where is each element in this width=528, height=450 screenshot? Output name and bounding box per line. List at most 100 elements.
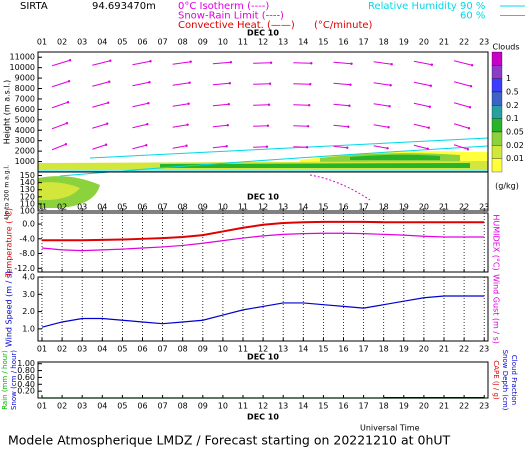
wind-arrow-head	[427, 126, 430, 129]
wind-arrow-head	[309, 83, 312, 86]
x-tick-label: 14	[298, 402, 308, 411]
x-tick-label: 01	[37, 345, 47, 354]
x-tick-label: 21	[439, 345, 449, 354]
date-label: DEC 10	[247, 353, 279, 362]
colorbar-swatch	[491, 78, 503, 93]
x-tick-label: 17	[359, 345, 369, 354]
wind-arrow	[453, 102, 471, 108]
wind-arrow-head	[426, 147, 429, 150]
wind-arrow	[293, 83, 311, 85]
wind-arrow-head	[468, 106, 472, 109]
x-tick-label: 18	[379, 203, 389, 212]
wind-arrow	[132, 123, 148, 129]
y2-tick-label: 150	[20, 171, 35, 180]
wind-arrow	[172, 145, 187, 149]
wind-arrow	[373, 103, 390, 107]
wind-arrow-head	[225, 145, 228, 148]
x-tick-label: 08	[178, 203, 188, 212]
wind-arrow-head	[386, 147, 389, 150]
wind-arrow	[453, 123, 470, 129]
wind-arrow-head	[466, 148, 470, 151]
wind-arrow	[413, 123, 429, 129]
series-line	[41, 295, 485, 328]
wind-arrow	[132, 102, 149, 108]
y-tick-label: 4000	[15, 126, 35, 135]
x-tick-label: 22	[459, 345, 469, 354]
x-tick-label: 16	[338, 402, 348, 411]
x-tick-label: 10	[218, 38, 228, 47]
y-tick-label: 10000	[10, 63, 35, 72]
y2-axis-label: Cloud Fraction	[510, 355, 518, 405]
wind-arrow-head	[349, 83, 352, 86]
wind-arrow-head	[470, 64, 474, 67]
wind-arrow	[51, 80, 70, 88]
wind-arrow	[253, 146, 267, 148]
y-tick-label: 7000	[15, 94, 35, 103]
x-tick-label: 01	[37, 402, 47, 411]
wind-arrow	[51, 122, 68, 130]
cloud-area	[160, 163, 470, 168]
y-tick-label: 11000	[10, 53, 35, 62]
wind-arrow-head	[146, 123, 149, 126]
colorbar-swatch	[491, 158, 503, 173]
x-tick-label: 20	[419, 203, 429, 212]
wind-arrow-head	[185, 144, 188, 147]
x-tick-label: 16	[338, 203, 348, 212]
y2-tick-label: 140	[20, 178, 35, 187]
x-tick-label: 01	[37, 203, 47, 212]
wind-arrow	[253, 125, 268, 127]
wind-arrow-head	[186, 123, 189, 126]
plot-frame	[37, 276, 489, 342]
x-tick-label: 03	[77, 345, 87, 354]
wind-arrow-head	[68, 59, 72, 62]
legend-unit: (°C/minute)	[314, 20, 373, 31]
y2-tick-label: 110	[20, 199, 35, 208]
wind-arrow-head	[226, 124, 229, 127]
x-tick-label: 01	[37, 38, 47, 47]
wind-arrow	[453, 60, 473, 66]
altitude: 94.693470m	[92, 1, 156, 12]
x-tick-label: 14	[298, 38, 308, 47]
y-tick-label: -4.0	[19, 234, 35, 243]
x-tick-label: 22	[459, 203, 469, 212]
colorbar-swatch	[491, 131, 503, 146]
wind-arrow	[92, 81, 110, 87]
x-tick-label: 19	[399, 38, 409, 47]
x-tick-label: 07	[158, 345, 168, 354]
x-tick-label: 03	[77, 38, 87, 47]
x-tick-label: 17	[359, 38, 369, 47]
y-tick-label: 9000	[15, 74, 35, 83]
y-tick-label: -12.0	[14, 264, 35, 273]
wind-arrow-head	[187, 102, 190, 105]
wind-arrow	[132, 144, 147, 150]
wind-arrow	[373, 61, 392, 65]
y-tick-label: 1.0	[22, 324, 35, 333]
x-tick-label: 20	[419, 38, 429, 47]
wind-arrow-head	[109, 59, 112, 62]
wind-arrow-head	[105, 122, 109, 125]
x-tick-label: 09	[198, 402, 208, 411]
x-tick-label: 12	[258, 203, 268, 212]
x-tick-label: 20	[419, 402, 429, 411]
y-tick-label: 8000	[15, 84, 35, 93]
x-tick-label: 10	[218, 203, 228, 212]
x-tick-label: 11	[238, 203, 248, 212]
x-tick-label: 22	[459, 38, 469, 47]
x-tick-label: 02	[57, 203, 67, 212]
wind-arrow	[92, 60, 111, 66]
x-tick-label: 15	[318, 345, 328, 354]
wind-arrow-head	[104, 143, 108, 146]
wind-arrow-head	[65, 122, 69, 125]
wind-arrow-head	[229, 61, 233, 64]
wind-arrow-head	[265, 145, 269, 148]
wind-arrow	[92, 102, 109, 108]
wind-arrow	[253, 83, 271, 85]
wind-arrow-head	[64, 143, 68, 146]
cloud-area	[350, 154, 440, 160]
rh-level: 60 %	[460, 11, 485, 22]
colorbar-label: 0.01	[506, 154, 524, 163]
wind-arrow	[172, 82, 190, 86]
wind-arrow	[453, 81, 472, 87]
wind-arrow	[453, 144, 469, 150]
y2-axis-label: Up to 200 m a.g.l.	[4, 165, 11, 219]
